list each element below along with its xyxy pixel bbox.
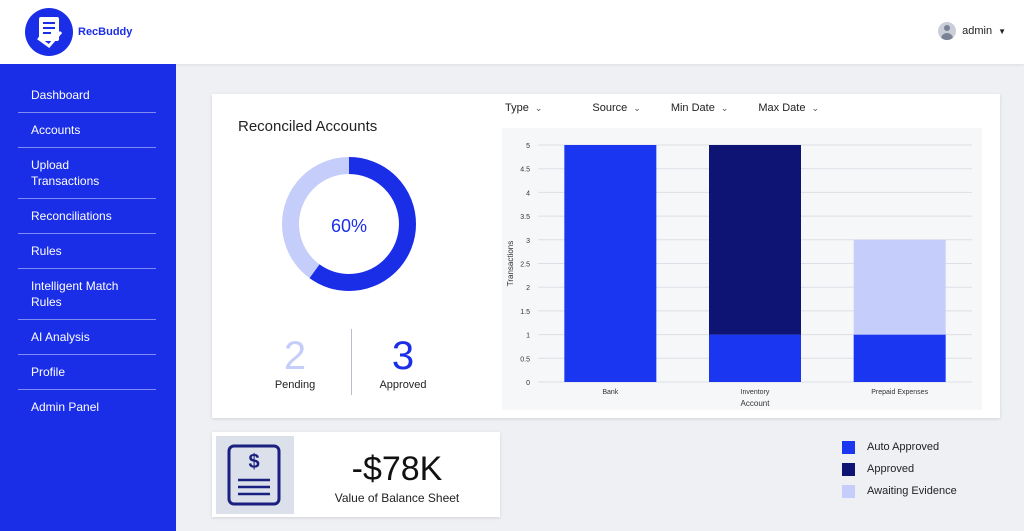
bar-awaiting-evidence[interactable] [853, 239, 946, 335]
pending-count: 2 [283, 334, 307, 378]
y-tick-label: 1 [526, 333, 530, 340]
filter-label: Source [592, 102, 628, 114]
user-menu[interactable]: admin ▼ [938, 22, 1006, 40]
sidebar-item-accounts[interactable]: Accounts [18, 113, 156, 148]
x-axis-label: Account [741, 399, 771, 408]
x-tick-label: Inventory [741, 389, 770, 396]
sidebar-item-label: Dashboard [31, 88, 90, 102]
approved-label: Approved [379, 379, 427, 391]
logo-icon[interactable] [25, 8, 73, 56]
stat-divider [351, 329, 352, 395]
sidebar-item-label: Reconciliations [31, 209, 112, 223]
transactions-bar-chart: 0 0.5 1 1.5 2 2.5 3 3.5 4 4.5 5 Transactions Bank Inv… [502, 128, 982, 410]
caret-down-icon: ▼ [998, 26, 1006, 36]
chevron-down-icon: ⌄ [720, 102, 729, 113]
sidebar-item-profile[interactable]: Profile [18, 355, 156, 390]
donut-approved-arc [282, 157, 416, 291]
sidebar-item-label: Intelligent Match Rules [31, 279, 119, 309]
sidebar-item-rules[interactable]: Rules [18, 234, 156, 269]
filter-label: Max Date [758, 102, 806, 114]
y-tick-label: 2 [526, 285, 530, 292]
filter-label: Min Date [670, 102, 715, 114]
y-tick-label: 0.5 [520, 356, 530, 363]
y-tick-label: 3 [526, 238, 530, 245]
legend-swatch [842, 484, 855, 498]
sidebar-item-dashboard[interactable]: Dashboard [18, 78, 156, 113]
sidebar-item-intelligent-match-rules[interactable]: Intelligent Match Rules [18, 269, 156, 320]
x-tick-label: Bank [602, 389, 618, 396]
balance-value: -$78K [351, 450, 443, 488]
top-bar: RecBuddy admin ▼ [0, 0, 1024, 64]
bar-approved[interactable] [709, 145, 801, 335]
filter-label: Type [505, 102, 529, 114]
source-filter-dropdown[interactable]: Source ⌄ [592, 102, 640, 114]
legend-item-awaiting-evidence[interactable]: Awaiting Evidence [842, 480, 957, 502]
y-tick-label: 5 [526, 143, 530, 150]
legend-item-auto-approved[interactable]: Auto Approved [842, 436, 957, 458]
sidebar-item-upload-transactions[interactable]: Upload Transactions [18, 148, 156, 199]
x-tick-label: Prepaid Expenses [871, 389, 928, 396]
filter-bar: Type ⌄ Source ⌄ Min Date ⌄ Max Date ⌄ [505, 102, 849, 114]
bar-auto-approved[interactable] [853, 334, 946, 382]
app-name: RecBuddy [78, 26, 133, 38]
sidebar: Dashboard Accounts Upload Transactions R… [0, 64, 176, 531]
legend-label: Approved [867, 463, 915, 475]
y-tick-label: 3.5 [520, 214, 530, 221]
chevron-down-icon: ⌄ [811, 102, 820, 113]
y-tick-label: 4.5 [520, 167, 530, 174]
reconciled-donut-chart [282, 157, 416, 291]
svg-text:$: $ [248, 451, 259, 473]
sidebar-item-label: Accounts [31, 123, 81, 137]
chevron-down-icon: ⌄ [633, 102, 641, 113]
y-tick-label: 0 [526, 380, 530, 387]
user-avatar-icon [938, 22, 957, 40]
max-date-filter-dropdown[interactable]: Max Date ⌄ [758, 102, 819, 114]
legend-swatch [842, 440, 855, 454]
legend-label: Awaiting Evidence [867, 485, 957, 497]
sidebar-item-ai-analysis[interactable]: AI Analysis [18, 320, 156, 355]
chevron-down-icon: ⌄ [534, 102, 543, 113]
y-axis-label: Transactions [506, 241, 515, 287]
chart-legend: Auto Approved Approved Awaiting Evidence [842, 436, 957, 502]
legend-swatch [842, 462, 855, 476]
legend-label: Auto Approved [867, 441, 940, 453]
sidebar-item-label: AI Analysis [31, 330, 90, 344]
min-date-filter-dropdown[interactable]: Min Date ⌄ [671, 102, 729, 114]
balance-label: Value of Balance Sheet [334, 491, 460, 505]
sidebar-item-reconciliations[interactable]: Reconciliations [18, 199, 156, 234]
reconciled-percent: 60% [330, 216, 368, 236]
pending-label: Pending [274, 379, 316, 391]
bar-auto-approved[interactable] [564, 145, 657, 382]
document-icon: $ [216, 436, 294, 514]
type-filter-dropdown[interactable]: Type ⌄ [505, 102, 542, 114]
sidebar-item-label: Rules [31, 244, 62, 258]
y-tick-label: 1.5 [520, 309, 530, 316]
sidebar-item-label: Profile [31, 365, 66, 379]
sidebar-item-label: Upload Transactions [31, 158, 100, 188]
user-name: admin [962, 25, 993, 37]
sidebar-item-label: Admin Panel [31, 400, 100, 414]
sidebar-item-admin-panel[interactable]: Admin Panel [18, 390, 156, 424]
y-tick-label: 2.5 [520, 262, 530, 269]
reconciled-accounts-title: Reconciled Accounts [238, 118, 378, 135]
bar-auto-approved[interactable] [709, 334, 801, 382]
y-tick-label: 4 [526, 190, 530, 197]
approved-count: 3 [391, 334, 415, 378]
legend-item-approved[interactable]: Approved [842, 458, 957, 480]
